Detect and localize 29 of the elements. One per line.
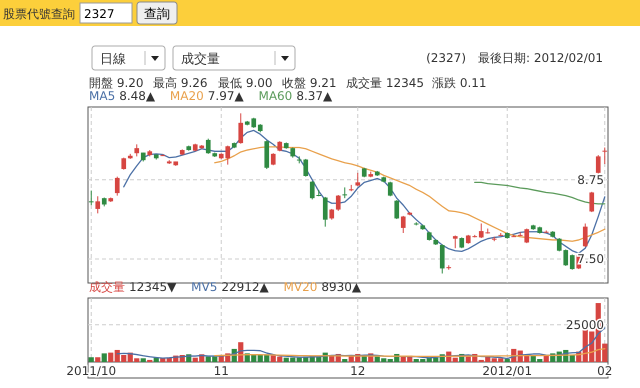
text: 成交量 (181, 51, 220, 67)
text: 最低 9.00 (218, 76, 273, 90)
text: 最高 9.26 (153, 76, 208, 90)
text: 股票代號查詢 (3, 7, 75, 21)
x-tick-label: 12 (350, 364, 366, 378)
text: 查詢 (144, 7, 170, 22)
text: 2327 (84, 7, 115, 21)
text: 日線 (100, 52, 126, 67)
text: MV20 (284, 280, 318, 294)
text: 成交量 (89, 280, 125, 294)
text: 8.48▲ (119, 89, 156, 103)
annotation: 12345▼ (129, 280, 178, 294)
text: 開盤 9.20 (89, 76, 144, 90)
text: 7.97▲ (208, 89, 244, 103)
text: 最後日期: 2012/02/01 (478, 51, 604, 65)
text: 漲跌 0.11 (432, 76, 487, 90)
y-tick-label: 8.75 (577, 172, 604, 187)
chart-title: (2327) (426, 51, 466, 65)
x-tick-label: 11 (214, 364, 229, 378)
annotation: 8930▲ (321, 280, 362, 294)
annotation: 22912▲ (221, 280, 270, 294)
text: MA20 (170, 89, 204, 103)
text: MV5 (191, 280, 218, 294)
text: 成交量 12345 (346, 76, 424, 90)
text: MA5 (89, 89, 116, 103)
text: MA60 (258, 89, 292, 103)
text: 8.37▲ (296, 89, 334, 103)
text: 收盤 9.21 (282, 76, 337, 90)
x-tick-label: 2012/01 (482, 364, 532, 378)
